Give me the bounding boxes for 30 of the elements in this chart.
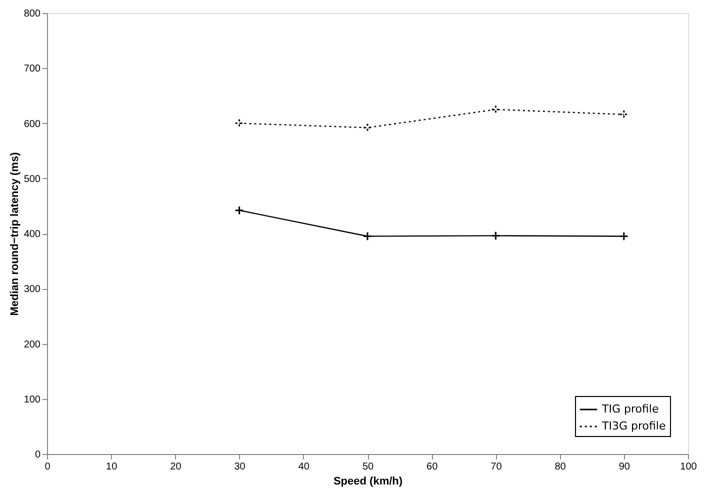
x-tick-label: 20	[170, 462, 182, 472]
legend-label: TIG profile	[601, 402, 659, 416]
point	[362, 123, 372, 132]
y-tick-label: 0	[34, 450, 41, 460]
y-tick-label: 600	[24, 118, 41, 130]
point	[234, 206, 244, 215]
y-tick-label: 100	[24, 394, 41, 406]
x-tick-label: 100	[680, 462, 698, 472]
x-tick-label: 50	[362, 462, 374, 472]
y-tick-label: 300	[24, 284, 41, 296]
x-tick-label: 80	[554, 462, 566, 472]
x-tick-label: 30	[234, 462, 246, 472]
x-tick-label: 90	[618, 462, 630, 472]
y-tick-label: 200	[24, 339, 41, 350]
point	[619, 232, 629, 241]
x-tick-label: 0	[44, 462, 51, 472]
x-tick-label: 70	[490, 462, 502, 472]
y-tick-label: 500	[24, 174, 41, 185]
point	[491, 104, 500, 114]
point	[491, 231, 500, 240]
x-tick-label: 10	[106, 462, 118, 472]
x-axis-title: Speed (km/h)	[333, 476, 403, 488]
point	[362, 232, 372, 241]
legend-label: TI3G profile	[601, 420, 666, 432]
x-tick-label: 40	[298, 462, 310, 472]
y-tick-label: 700	[24, 64, 41, 75]
y-axis-title: Median round−trip latency (ms)	[8, 152, 21, 316]
y-tick-label: 400	[24, 229, 41, 240]
y-tick-label: 800	[24, 8, 41, 20]
x-tick-label: 60	[426, 462, 438, 472]
